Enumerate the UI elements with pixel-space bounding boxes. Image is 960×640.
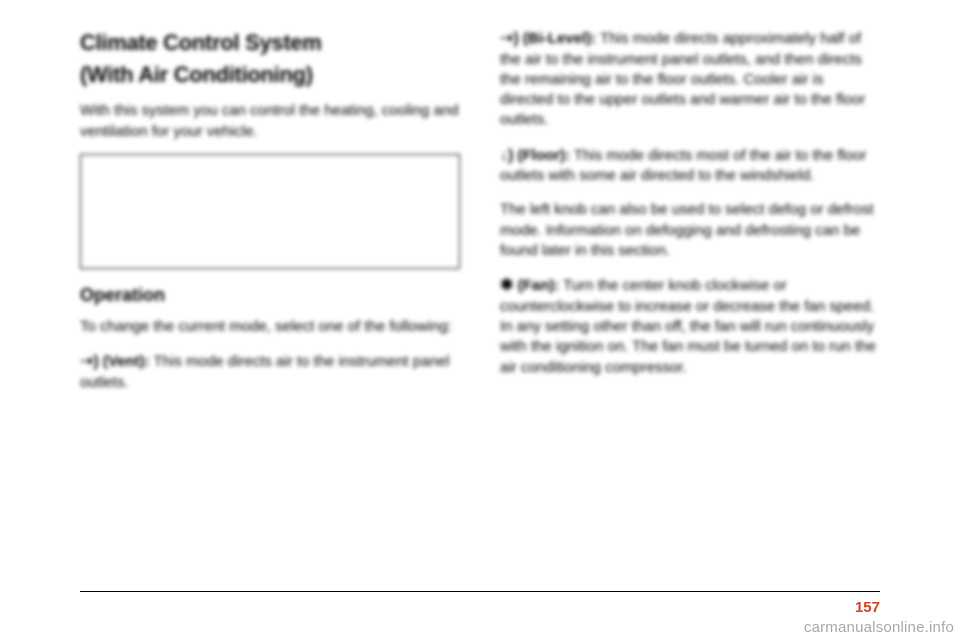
two-column-layout: Climate Control System (With Air Conditi… [80,28,880,528]
operation-heading: Operation [80,283,460,307]
floor-icon: ↓) [500,147,513,164]
left-column: Climate Control System (With Air Conditi… [80,28,460,528]
vent-icon: ➝) [80,353,99,370]
vent-mode-paragraph: ➝) (Vent): This mode directs air to the … [80,351,460,393]
vent-label: (Vent): [103,353,150,370]
fan-label: (Fan): [518,277,560,294]
bilevel-icon: ➝) [500,30,519,47]
page-number: 157 [855,599,880,616]
fan-mode-paragraph: ✱ (Fan): Turn the center knob clockwise … [500,275,880,378]
floor-label: (Floor): [518,147,570,164]
lead-in-paragraph: To change the current mode, select one o… [80,317,460,337]
floor-mode-paragraph: ↓) (Floor): This mode directs most of th… [500,145,880,187]
bilevel-mode-paragraph: ➝) (Bi-Level): This mode directs approxi… [500,28,880,131]
defog-note-paragraph: The left knob can also be used to select… [500,200,880,261]
fan-icon: ✱ [500,277,513,294]
watermark-text: carmanualsonline.info [804,619,954,636]
footer-rule [80,591,880,592]
intro-paragraph: With this system you can control the hea… [80,101,460,142]
section-title-line1: Climate Control System [80,28,460,58]
section-title-line2: (With Air Conditioning) [80,60,460,90]
bilevel-label: (Bi-Level): [523,30,596,47]
figure-placeholder [80,154,460,269]
manual-page: Climate Control System (With Air Conditi… [0,0,960,640]
right-column: ➝) (Bi-Level): This mode directs approxi… [500,28,880,528]
